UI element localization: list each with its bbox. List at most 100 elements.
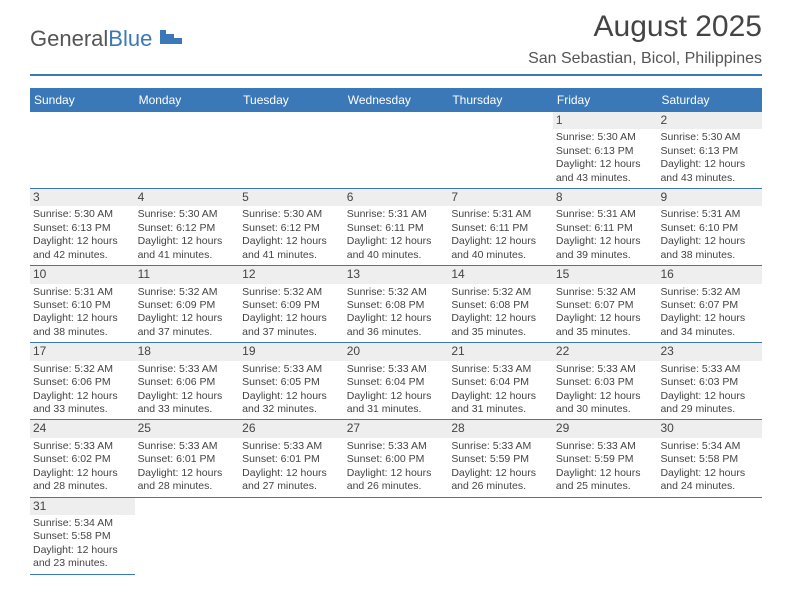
daylight-text: Daylight: 12 hours bbox=[138, 390, 237, 403]
sunset-text: Sunset: 6:10 PM bbox=[660, 222, 759, 235]
daylight-text: and 32 minutes. bbox=[242, 403, 341, 416]
day-cell: 2Sunrise: 5:30 AMSunset: 6:13 PMDaylight… bbox=[657, 112, 762, 189]
day-cell: 30Sunrise: 5:34 AMSunset: 5:58 PMDayligh… bbox=[657, 420, 762, 497]
empty-cell bbox=[448, 112, 553, 189]
sunrise-text: Sunrise: 5:31 AM bbox=[451, 208, 550, 221]
day-number: 28 bbox=[448, 420, 553, 437]
sunrise-text: Sunrise: 5:32 AM bbox=[347, 286, 446, 299]
day-number: 4 bbox=[135, 189, 240, 206]
daylight-text: Daylight: 12 hours bbox=[451, 390, 550, 403]
sunrise-text: Sunrise: 5:31 AM bbox=[33, 286, 132, 299]
sunrise-text: Sunrise: 5:32 AM bbox=[138, 286, 237, 299]
day-number: 3 bbox=[30, 189, 135, 206]
sunset-text: Sunset: 6:04 PM bbox=[347, 376, 446, 389]
day-cell: 28Sunrise: 5:33 AMSunset: 5:59 PMDayligh… bbox=[448, 420, 553, 497]
week-row: 24Sunrise: 5:33 AMSunset: 6:02 PMDayligh… bbox=[30, 420, 762, 497]
sunset-text: Sunset: 6:09 PM bbox=[242, 299, 341, 312]
day-number: 20 bbox=[344, 343, 449, 360]
daylight-text: and 38 minutes. bbox=[660, 249, 759, 262]
dow-thursday: Thursday bbox=[448, 88, 553, 112]
sunset-text: Sunset: 6:11 PM bbox=[556, 222, 655, 235]
daylight-text: Daylight: 12 hours bbox=[451, 312, 550, 325]
day-number: 16 bbox=[657, 266, 762, 283]
daylight-text: Daylight: 12 hours bbox=[556, 158, 655, 171]
daylight-text: and 43 minutes. bbox=[660, 172, 759, 185]
sunset-text: Sunset: 5:59 PM bbox=[451, 453, 550, 466]
empty-cell bbox=[553, 498, 658, 575]
sunrise-text: Sunrise: 5:32 AM bbox=[451, 286, 550, 299]
sunrise-text: Sunrise: 5:32 AM bbox=[242, 286, 341, 299]
empty-cell bbox=[30, 112, 135, 189]
location-label: San Sebastian, Bicol, Philippines bbox=[30, 50, 762, 76]
sunset-text: Sunset: 6:02 PM bbox=[33, 453, 132, 466]
day-number: 27 bbox=[344, 420, 449, 437]
sunrise-text: Sunrise: 5:33 AM bbox=[138, 363, 237, 376]
sunrise-text: Sunrise: 5:34 AM bbox=[660, 440, 759, 453]
daylight-text: Daylight: 12 hours bbox=[660, 312, 759, 325]
daylight-text: and 37 minutes. bbox=[242, 326, 341, 339]
daylight-text: Daylight: 12 hours bbox=[33, 235, 132, 248]
sunrise-text: Sunrise: 5:33 AM bbox=[556, 440, 655, 453]
week-row: 17Sunrise: 5:32 AMSunset: 6:06 PMDayligh… bbox=[30, 343, 762, 420]
day-cell: 10Sunrise: 5:31 AMSunset: 6:10 PMDayligh… bbox=[30, 266, 135, 343]
week-row: 3Sunrise: 5:30 AMSunset: 6:13 PMDaylight… bbox=[30, 189, 762, 266]
day-number: 31 bbox=[30, 498, 135, 515]
sunset-text: Sunset: 6:09 PM bbox=[138, 299, 237, 312]
day-number: 11 bbox=[135, 266, 240, 283]
empty-cell bbox=[239, 498, 344, 575]
dow-row: SundayMondayTuesdayWednesdayThursdayFrid… bbox=[30, 88, 762, 112]
daylight-text: Daylight: 12 hours bbox=[660, 235, 759, 248]
week-row: 1Sunrise: 5:30 AMSunset: 6:13 PMDaylight… bbox=[30, 112, 762, 189]
day-cell: 31 Sunrise: 5:34 AMSunset: 5:58 PMDayligh… bbox=[30, 498, 135, 575]
sunrise-text: Sunrise: 5:34 AM bbox=[33, 517, 132, 530]
day-number: 21 bbox=[448, 343, 553, 360]
sunrise-text: Sunrise: 5:33 AM bbox=[347, 363, 446, 376]
sunrise-text: Sunrise: 5:31 AM bbox=[556, 208, 655, 221]
day-number: 24 bbox=[30, 420, 135, 437]
day-cell: 19Sunrise: 5:33 AMSunset: 6:05 PMDayligh… bbox=[239, 343, 344, 420]
daylight-text: and 29 minutes. bbox=[660, 403, 759, 416]
day-cell: 11 Sunrise: 5:32 AMSunset: 6:09 PMDayligh… bbox=[135, 266, 240, 343]
day-number: 5 bbox=[239, 189, 344, 206]
day-cell: 27Sunrise: 5:33 AMSunset: 6:00 PMDayligh… bbox=[344, 420, 449, 497]
daylight-text: Daylight: 12 hours bbox=[242, 390, 341, 403]
daylight-text: Daylight: 12 hours bbox=[33, 390, 132, 403]
sunrise-text: Sunrise: 5:33 AM bbox=[451, 440, 550, 453]
day-cell: 7Sunrise: 5:31 AMSunset: 6:11 PMDaylight… bbox=[448, 189, 553, 266]
day-number: 13 bbox=[344, 266, 449, 283]
day-cell: 18Sunrise: 5:33 AMSunset: 6:06 PMDayligh… bbox=[135, 343, 240, 420]
day-number: 2 bbox=[657, 112, 762, 129]
sunrise-text: Sunrise: 5:33 AM bbox=[242, 440, 341, 453]
sunset-text: Sunset: 6:10 PM bbox=[33, 299, 132, 312]
daylight-text: Daylight: 12 hours bbox=[33, 467, 132, 480]
sunrise-text: Sunrise: 5:30 AM bbox=[242, 208, 341, 221]
daylight-text: Daylight: 12 hours bbox=[242, 467, 341, 480]
daylight-text: Daylight: 12 hours bbox=[660, 158, 759, 171]
daylight-text: Daylight: 12 hours bbox=[242, 312, 341, 325]
dow-wednesday: Wednesday bbox=[344, 88, 449, 112]
sunrise-text: Sunrise: 5:33 AM bbox=[138, 440, 237, 453]
sunset-text: Sunset: 5:59 PM bbox=[556, 453, 655, 466]
logo-part2: Blue bbox=[108, 26, 152, 51]
daylight-text: and 25 minutes. bbox=[556, 480, 655, 493]
sunset-text: Sunset: 6:04 PM bbox=[451, 376, 550, 389]
daylight-text: and 26 minutes. bbox=[451, 480, 550, 493]
daylight-text: and 28 minutes. bbox=[33, 480, 132, 493]
day-cell: 1Sunrise: 5:30 AMSunset: 6:13 PMDaylight… bbox=[553, 112, 658, 189]
daylight-text: Daylight: 12 hours bbox=[660, 467, 759, 480]
daylight-text: and 30 minutes. bbox=[556, 403, 655, 416]
daylight-text: Daylight: 12 hours bbox=[33, 544, 132, 557]
daylight-text: Daylight: 12 hours bbox=[138, 312, 237, 325]
daylight-text: Daylight: 12 hours bbox=[660, 390, 759, 403]
sunset-text: Sunset: 6:06 PM bbox=[33, 376, 132, 389]
daylight-text: and 35 minutes. bbox=[451, 326, 550, 339]
sunrise-text: Sunrise: 5:30 AM bbox=[138, 208, 237, 221]
day-cell: 3Sunrise: 5:30 AMSunset: 6:13 PMDaylight… bbox=[30, 189, 135, 266]
day-cell: 23Sunrise: 5:33 AMSunset: 6:03 PMDayligh… bbox=[657, 343, 762, 420]
sunset-text: Sunset: 6:13 PM bbox=[556, 145, 655, 158]
daylight-text: and 33 minutes. bbox=[138, 403, 237, 416]
day-number: 18 bbox=[135, 343, 240, 360]
sunset-text: Sunset: 6:03 PM bbox=[556, 376, 655, 389]
daylight-text: and 26 minutes. bbox=[347, 480, 446, 493]
sunset-text: Sunset: 5:58 PM bbox=[33, 530, 132, 543]
